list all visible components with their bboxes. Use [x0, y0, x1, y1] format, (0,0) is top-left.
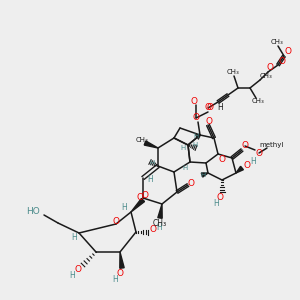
Text: O: O	[205, 103, 212, 112]
Text: O: O	[206, 116, 212, 125]
Text: H: H	[149, 160, 154, 166]
Text: HO: HO	[26, 208, 40, 217]
Text: O: O	[266, 64, 274, 73]
Text: H: H	[69, 272, 75, 280]
Text: H: H	[200, 172, 206, 178]
Text: O: O	[218, 155, 226, 164]
Text: H: H	[213, 199, 219, 208]
Text: O: O	[193, 113, 200, 122]
Text: O: O	[116, 268, 124, 278]
Text: H: H	[71, 232, 77, 242]
Text: CH₃: CH₃	[271, 39, 284, 45]
Text: O: O	[284, 47, 292, 56]
Text: CH₃: CH₃	[226, 69, 239, 75]
Text: CH₃: CH₃	[153, 218, 167, 227]
Polygon shape	[236, 166, 243, 173]
Text: O: O	[74, 266, 82, 274]
Text: H: H	[156, 223, 162, 232]
Text: H: H	[147, 176, 153, 184]
Polygon shape	[201, 173, 208, 177]
Text: O: O	[112, 217, 119, 226]
Text: H: H	[121, 202, 127, 211]
Text: O: O	[190, 97, 197, 106]
Text: H: H	[192, 142, 198, 148]
Text: H: H	[250, 158, 256, 166]
Text: O: O	[256, 148, 262, 158]
Text: O: O	[149, 226, 157, 235]
Polygon shape	[131, 198, 145, 212]
Text: H: H	[112, 274, 118, 284]
Text: H: H	[194, 133, 199, 139]
Text: O: O	[136, 194, 143, 202]
Text: H: H	[180, 145, 186, 151]
Polygon shape	[158, 204, 162, 218]
Text: O: O	[217, 193, 224, 202]
Text: O: O	[206, 103, 214, 112]
Text: CH₃: CH₃	[136, 137, 148, 143]
Polygon shape	[144, 141, 158, 148]
Text: O: O	[142, 191, 148, 200]
Text: CH₃: CH₃	[260, 73, 272, 79]
Text: methyl: methyl	[260, 142, 284, 148]
Text: H: H	[182, 165, 188, 171]
Text: H: H	[217, 103, 223, 112]
Polygon shape	[120, 252, 124, 268]
Text: O: O	[244, 160, 250, 169]
Text: O: O	[188, 178, 194, 188]
Text: O: O	[242, 142, 248, 151]
Text: CH₃: CH₃	[252, 98, 264, 104]
Text: O: O	[278, 58, 286, 67]
